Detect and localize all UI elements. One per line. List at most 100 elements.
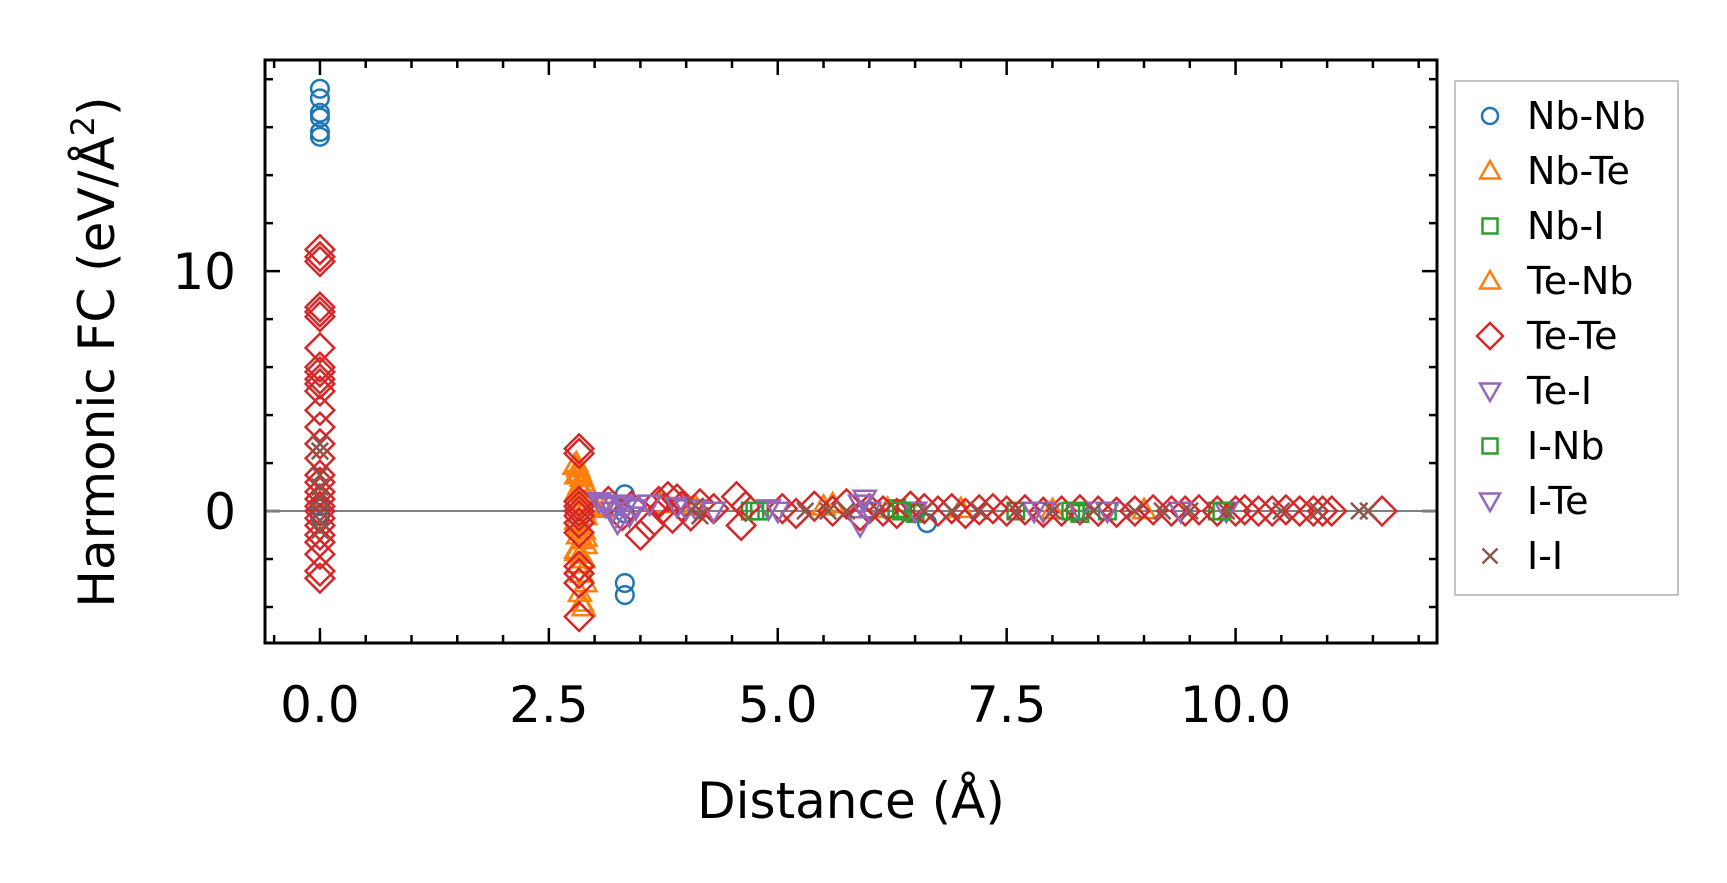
plot-frame — [263, 58, 1439, 645]
y-axis-label-close: ) — [68, 96, 126, 116]
data-point — [310, 441, 330, 461]
data-point — [963, 493, 996, 526]
data-point — [562, 494, 596, 528]
data-point — [303, 538, 337, 571]
ticks-layer — [265, 60, 1437, 643]
data-point — [970, 501, 989, 521]
data-point — [303, 554, 337, 588]
data-point — [303, 295, 337, 328]
x-axis-label: Distance (Å) — [697, 772, 1005, 830]
data-point — [309, 78, 330, 99]
data-point — [798, 490, 831, 523]
data-point — [563, 538, 590, 562]
legend: Nb-Nb Nb-Te Nb-I Te-Nb Te-Te Te-I I-Nb I-Te I-I — [1454, 80, 1679, 596]
legend-label: Nb-Te — [1527, 149, 1630, 193]
y-tick-label: 0 — [204, 483, 236, 541]
data-point — [562, 566, 596, 600]
data-point — [1020, 501, 1048, 525]
legend-marker — [1480, 106, 1500, 126]
x-tick-label: 2.5 — [509, 676, 589, 734]
data-point — [303, 331, 337, 364]
data-point — [942, 501, 961, 521]
data-point — [1006, 501, 1025, 521]
x-tick-label: 0.0 — [280, 676, 360, 734]
data-point — [303, 427, 337, 460]
legend-marker — [1477, 158, 1503, 180]
series-Te-Te — [303, 233, 1399, 633]
data-point — [1043, 501, 1062, 521]
data-point — [570, 593, 597, 617]
legend-entry: I-Nb — [1481, 424, 1604, 468]
data-point — [1256, 494, 1289, 528]
legend-entry: Te-I — [1477, 369, 1592, 413]
data-point — [1094, 501, 1121, 525]
legend-entry: Te-Te — [1475, 314, 1618, 358]
legend-marker — [1475, 321, 1505, 351]
data-point — [1217, 501, 1236, 521]
data-point — [303, 300, 337, 333]
data-point — [894, 490, 927, 523]
legend-label: Nb-Nb — [1527, 94, 1646, 138]
data-point — [1180, 501, 1199, 521]
tick-labels: 0.0 2.5 5.0 7.5 10.0 0 10 — [172, 243, 1291, 734]
data-point — [745, 501, 765, 521]
legend-label: I-Nb — [1527, 424, 1604, 468]
data-point — [1350, 501, 1369, 521]
legend-label: I-Te — [1527, 479, 1589, 523]
y-axis-label-sup: 2 — [64, 116, 102, 136]
legend-marker — [1481, 217, 1499, 235]
data-point — [309, 126, 330, 147]
data-point — [303, 518, 337, 552]
data-point — [303, 355, 337, 388]
data-point — [1167, 501, 1194, 525]
data-point — [562, 499, 596, 532]
data-point — [725, 509, 758, 542]
data-point — [1219, 494, 1252, 528]
data-point — [818, 501, 838, 521]
data-point — [976, 492, 1009, 525]
data-point — [614, 584, 635, 606]
legend-marker — [1477, 382, 1503, 404]
data-point — [1308, 501, 1328, 521]
data-point — [309, 88, 330, 109]
data-point — [851, 489, 878, 513]
points-layer — [303, 78, 1399, 633]
data-point — [303, 233, 337, 266]
data-point — [700, 501, 727, 525]
x-tick-label: 5.0 — [738, 676, 818, 734]
legend-entry: Nb-Te — [1477, 149, 1630, 193]
data-point — [599, 501, 627, 525]
legend-label: Te-Te — [1526, 314, 1618, 358]
data-point — [690, 506, 710, 525]
data-point — [563, 461, 590, 485]
data-point — [310, 521, 330, 540]
data-point — [891, 501, 911, 521]
legend-marker — [1481, 437, 1499, 455]
data-point — [1212, 501, 1232, 521]
data-point — [990, 494, 1023, 528]
data-point — [764, 501, 791, 525]
data-point — [1272, 501, 1291, 521]
data-point — [614, 572, 635, 594]
data-point — [303, 562, 337, 595]
data-point — [856, 501, 883, 525]
legend-entry: Nb-Nb — [1480, 94, 1646, 138]
data-point — [303, 442, 337, 475]
data-point — [601, 508, 628, 532]
data-point — [1155, 494, 1188, 528]
legend-entry: Nb-I — [1481, 204, 1604, 248]
y-axis-label: Harmonic FC (eV/Å2) — [64, 96, 126, 607]
x-tick-label: 10.0 — [1180, 676, 1291, 734]
legend-marker — [1481, 547, 1499, 565]
data-point — [562, 506, 596, 540]
data-point — [303, 494, 337, 528]
data-point — [1100, 496, 1133, 529]
data-point — [309, 107, 330, 128]
data-point — [562, 485, 596, 518]
legend-label: Nb-I — [1527, 204, 1604, 248]
data-point — [303, 375, 337, 408]
data-point — [1006, 501, 1026, 521]
data-point — [562, 437, 596, 470]
data-point — [561, 451, 588, 475]
